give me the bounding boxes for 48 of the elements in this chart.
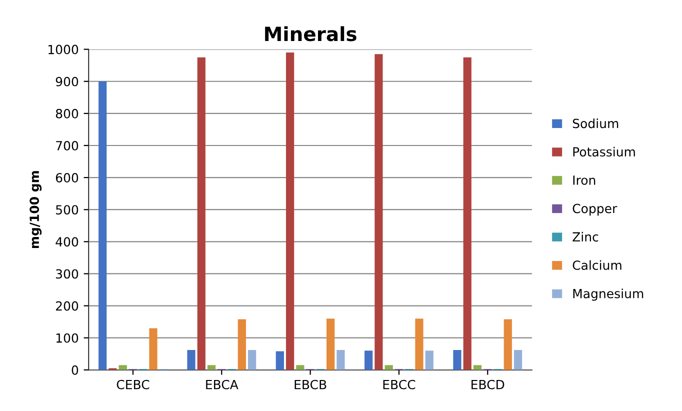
bar [98, 81, 107, 370]
y-tick-label: 100 [56, 333, 78, 343]
y-tick-label: 800 [56, 108, 78, 118]
x-tick-label: EBCC [383, 380, 416, 390]
y-axis-title: mg/100 gm [30, 171, 42, 248]
y-tick-label: 200 [56, 301, 78, 311]
y-tick-label: 500 [56, 205, 78, 215]
bar [207, 365, 216, 370]
bar [425, 350, 434, 370]
bar [473, 365, 482, 370]
legend-label: Copper [572, 204, 618, 216]
bar [118, 365, 127, 370]
y-tick-label: 400 [56, 237, 78, 247]
legend-label: Zinc [572, 232, 598, 242]
bar [336, 350, 345, 370]
y-tick-label: 0 [72, 365, 78, 375]
x-tick-label: CEBC [116, 380, 150, 390]
bar [504, 319, 512, 370]
bar [384, 365, 393, 370]
bar [296, 365, 304, 370]
bar [276, 351, 284, 370]
y-tick-label: 700 [56, 140, 78, 150]
bar [149, 328, 158, 370]
bar [197, 57, 206, 370]
bar [463, 57, 472, 370]
legend-label: Calcium [572, 260, 622, 270]
y-tick-label: 900 [56, 76, 78, 86]
x-tick-label: EBCB [294, 380, 326, 390]
legend-label: Magnesium [573, 288, 644, 301]
chart-title: Minerals [265, 26, 356, 42]
bar [248, 350, 256, 370]
bar [364, 350, 373, 370]
bar [514, 350, 522, 370]
bar [374, 54, 383, 370]
y-tick-label: 600 [56, 173, 78, 182]
bar [415, 318, 424, 370]
bar [326, 318, 335, 370]
legend-label: Potassium [573, 146, 635, 157]
bar [238, 319, 246, 370]
y-tick-label: 1000 [48, 44, 78, 54]
x-tick-label: EBCA [206, 380, 238, 390]
legend-label: Sodium [572, 118, 618, 128]
y-tick-label: 300 [56, 269, 78, 279]
bar [453, 350, 462, 370]
legend-label: Iron [573, 176, 596, 185]
bar [187, 350, 196, 370]
bar [286, 52, 294, 370]
x-tick-label: EBCD [472, 380, 504, 390]
